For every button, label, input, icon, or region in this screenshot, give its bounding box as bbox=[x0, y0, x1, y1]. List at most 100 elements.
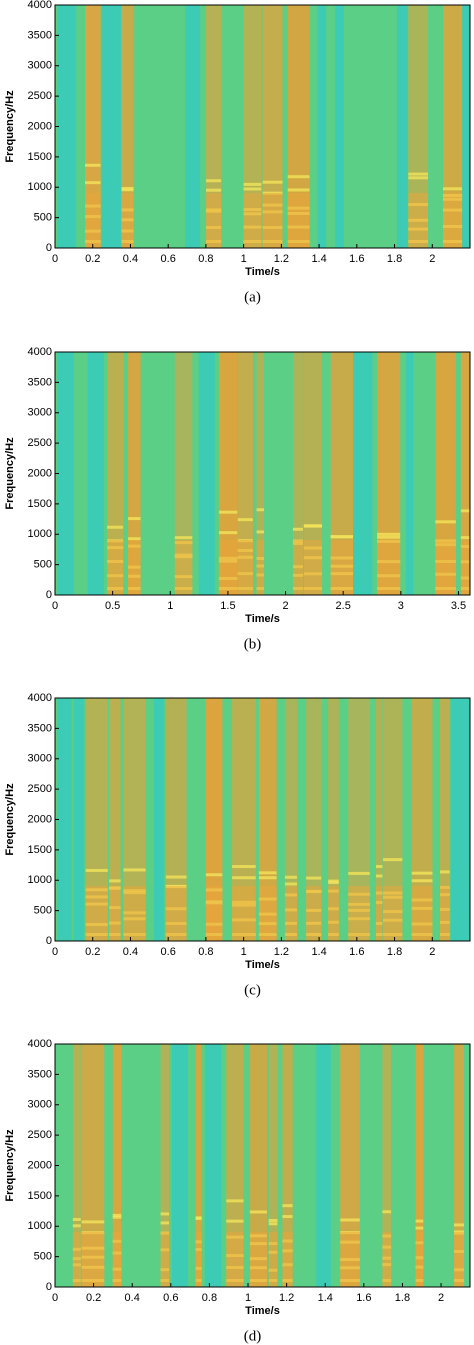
y-tick-label: 4000 bbox=[28, 0, 52, 11]
y-tick-label: 500 bbox=[34, 559, 52, 571]
spectrogram-band bbox=[72, 1044, 81, 1287]
spectrogram-harmonic bbox=[249, 1210, 267, 1214]
spectrogram-harmonic bbox=[205, 188, 222, 192]
spectrogram-harmonic bbox=[411, 879, 433, 883]
spectrogram-low bbox=[262, 193, 283, 248]
spectrogram-harmonic bbox=[377, 532, 401, 536]
y-tick-label: 1000 bbox=[28, 181, 52, 193]
y-axis-label: Frequency/Hz bbox=[4, 1129, 16, 1202]
spectrogram-low bbox=[287, 193, 310, 248]
spectrogram-harmonic bbox=[375, 874, 383, 878]
spectrogram-band bbox=[205, 698, 223, 941]
x-tick-label: 1.2 bbox=[274, 946, 289, 958]
spectrogram bbox=[55, 5, 470, 248]
spectrogram-harmonic bbox=[109, 879, 121, 883]
spectrogram-harmonic bbox=[128, 517, 141, 521]
spectrogram-harmonic bbox=[306, 876, 322, 880]
spectrogram-band bbox=[81, 1044, 105, 1287]
spectrogram-harmonic bbox=[226, 1199, 244, 1203]
x-axis-label: Time/s bbox=[245, 266, 280, 278]
x-axis-label: Time/s bbox=[245, 613, 280, 625]
spectrogram-band bbox=[128, 352, 141, 595]
spectrogram-harmonic bbox=[243, 182, 262, 186]
spectrogram-harmonic bbox=[268, 1222, 278, 1226]
spectrogram-gap bbox=[101, 5, 121, 248]
spectrogram-low bbox=[375, 886, 383, 941]
spectrogram-band bbox=[262, 5, 283, 248]
spectrogram-low bbox=[256, 540, 265, 595]
x-tick-label: 1 bbox=[167, 600, 173, 612]
spectrogram-low bbox=[268, 1232, 278, 1287]
spectrogram-low bbox=[383, 886, 403, 941]
spectrogram-band bbox=[121, 5, 134, 248]
spectrogram-harmonic bbox=[72, 1218, 81, 1222]
caption: (b) bbox=[244, 636, 262, 652]
y-tick-label: 0 bbox=[46, 1281, 52, 1293]
spectrogram-low bbox=[123, 886, 146, 941]
y-tick-label: 1500 bbox=[28, 151, 52, 163]
spectrogram-harmonic bbox=[160, 1221, 170, 1225]
spectrogram-low bbox=[348, 886, 370, 941]
x-tick-label: 1.4 bbox=[318, 1292, 333, 1304]
x-tick-label: 0.4 bbox=[123, 946, 138, 958]
spectrogram-harmonic bbox=[415, 1226, 424, 1230]
spectrogram-gap bbox=[57, 352, 74, 595]
spectrogram-harmonic bbox=[330, 535, 354, 539]
y-tick-label: 3500 bbox=[28, 376, 52, 388]
y-tick-label: 1000 bbox=[28, 874, 52, 886]
spectrogram-harmonic bbox=[460, 536, 470, 540]
spectrogram-harmonic bbox=[377, 535, 401, 539]
spectrogram-harmonic bbox=[454, 1230, 464, 1234]
spectrogram-harmonic bbox=[375, 865, 383, 869]
spectrogram-band bbox=[249, 1044, 267, 1287]
spectrogram-harmonic bbox=[292, 527, 303, 531]
y-axis-label: Frequency/Hz bbox=[4, 437, 16, 510]
spectrogram-gap bbox=[87, 352, 104, 595]
spectrogram-band bbox=[232, 698, 256, 941]
x-tick-label: 0.8 bbox=[198, 946, 213, 958]
spectrogram-gap bbox=[73, 698, 85, 941]
x-tick-label: 1.6 bbox=[356, 1292, 371, 1304]
spectrogram-low bbox=[303, 540, 322, 595]
spectrogram-harmonic bbox=[411, 871, 433, 875]
y-tick-label: 1500 bbox=[28, 498, 52, 510]
spectrogram-harmonic bbox=[440, 870, 450, 874]
x-tick-label: 0.4 bbox=[123, 253, 138, 265]
spectrogram-harmonic bbox=[340, 1218, 360, 1222]
spectrogram-low bbox=[72, 1232, 81, 1287]
x-tick-label: 1 bbox=[245, 1292, 251, 1304]
x-tick-label: 0.6 bbox=[161, 946, 176, 958]
y-tick-label: 2500 bbox=[28, 437, 52, 449]
x-tick-label: 0.4 bbox=[125, 1292, 140, 1304]
y-tick-label: 0 bbox=[46, 935, 52, 947]
x-tick-label: 1.2 bbox=[279, 1292, 294, 1304]
spectrogram-harmonic bbox=[408, 172, 428, 176]
spectrogram-low bbox=[205, 193, 222, 248]
spectrogram-band bbox=[258, 698, 277, 941]
spectrogram-harmonic bbox=[72, 1224, 81, 1228]
spectrogram-harmonic bbox=[256, 530, 265, 534]
spectrogram-gap bbox=[185, 5, 201, 248]
spectrogram-low bbox=[107, 540, 124, 595]
spectrogram-band bbox=[415, 1044, 424, 1287]
spectrogram-harmonic bbox=[218, 531, 238, 535]
spectrogram-low bbox=[440, 886, 450, 941]
spectrogram-low bbox=[81, 1232, 105, 1287]
y-tick-label: 3000 bbox=[28, 753, 52, 765]
spectrogram-harmonic bbox=[282, 1204, 293, 1208]
spectrogram-low bbox=[128, 540, 141, 595]
x-tick-label: 0 bbox=[52, 253, 58, 265]
spectrogram-harmonic bbox=[232, 876, 256, 880]
spectrogram-harmonic bbox=[258, 871, 277, 875]
spectrogram-low bbox=[112, 1232, 122, 1287]
spectrogram-low bbox=[249, 1232, 267, 1287]
spectrogram-band bbox=[348, 698, 370, 941]
spectrogram-low bbox=[121, 193, 134, 248]
spectrogram-harmonic bbox=[328, 879, 339, 883]
x-tick-label: 1.8 bbox=[387, 253, 402, 265]
spectrogram-band bbox=[460, 352, 470, 595]
spectrogram-band bbox=[160, 1044, 170, 1287]
spectrogram bbox=[55, 352, 470, 595]
spectrogram-gap bbox=[57, 698, 72, 941]
